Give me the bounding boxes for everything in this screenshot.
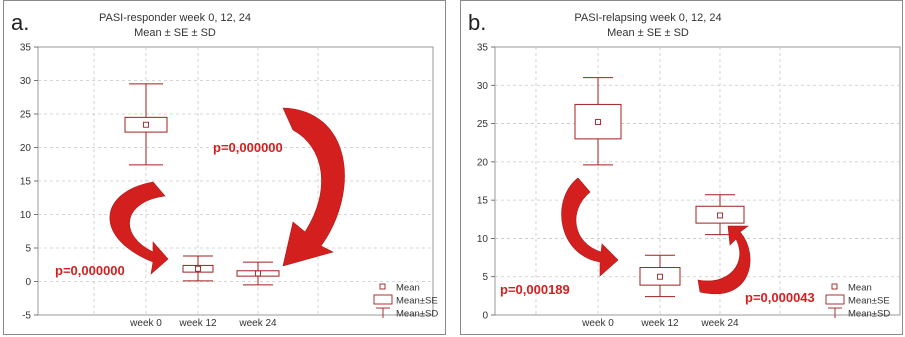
chart-subtitle: Mean ± SE ± SD — [134, 27, 216, 39]
panel-frame — [4, 1, 446, 335]
p-value-annotation: p=0,000043 — [745, 290, 815, 305]
panel-b: 0 5 10 15 20 25 30 35 week 0 week 12 week 24 p=0,00… — [460, 0, 903, 335]
legend-label: Mean±SE — [396, 296, 438, 307]
x-tick-label: week 0 — [129, 318, 162, 329]
y-tick-label: 10 — [20, 210, 32, 221]
y-tick-label: 30 — [477, 81, 489, 92]
legend-mean-marker — [832, 284, 837, 289]
y-tick-label: 10 — [477, 234, 489, 245]
y-tick-label: 20 — [477, 157, 489, 168]
y-tick-label: 15 — [20, 177, 32, 188]
mean-marker — [256, 271, 261, 276]
y-tick-label: 15 — [477, 196, 489, 207]
y-tick-label: 35 — [477, 43, 489, 54]
panel-a: -5 0 5 10 15 20 25 30 35 week 0 week 12 week 24 p=0,… — [3, 0, 446, 335]
y-tick-label: 30 — [20, 76, 32, 87]
y-tick-label: 25 — [477, 119, 489, 130]
chart-a: -5 0 5 10 15 20 25 30 35 week 0 week 12 week 24 p=0,… — [3, 0, 446, 335]
x-tick-label: week 12 — [178, 318, 217, 329]
legend-se-box — [374, 295, 392, 304]
x-tick-label: week 0 — [581, 318, 614, 329]
mean-marker — [196, 266, 201, 271]
chart-title: PASI-responder week 0, 12, 24 — [99, 12, 251, 24]
panel-label: b. — [468, 10, 486, 35]
p-value-annotation: p=0,000000 — [55, 263, 125, 278]
y-tick-label: 5 — [25, 244, 31, 255]
x-tick-label: week 24 — [700, 318, 739, 329]
legend-label: Mean±SD — [848, 309, 890, 320]
mean-marker — [596, 120, 601, 125]
y-tick-label: 25 — [20, 110, 32, 121]
p-value-annotation: p=0,000189 — [500, 282, 570, 297]
legend-label: Mean — [848, 283, 872, 294]
y-tick-label: -5 — [22, 311, 31, 322]
p-value-annotation: p=0,000000 — [213, 140, 283, 155]
mean-marker — [718, 213, 723, 218]
y-tick-label: 0 — [25, 277, 31, 288]
legend-se-box — [826, 295, 844, 304]
mean-marker — [658, 274, 663, 279]
chart-subtitle: Mean ± SE ± SD — [607, 27, 689, 39]
legend-label: Mean — [396, 283, 420, 294]
mean-marker — [144, 122, 149, 127]
legend-mean-marker — [380, 284, 385, 289]
y-tick-label: 35 — [20, 43, 32, 54]
x-tick-label: week 12 — [640, 318, 679, 329]
panel-label: a. — [11, 10, 29, 35]
chart-title: PASI-relapsing week 0, 12, 24 — [574, 12, 721, 24]
x-tick-label: week 24 — [238, 318, 277, 329]
legend-label: Mean±SE — [848, 296, 890, 307]
y-tick-label: 20 — [20, 143, 32, 154]
y-tick-label: 5 — [482, 272, 488, 283]
legend-label: Mean±SD — [396, 309, 438, 320]
y-tick-label: 0 — [482, 311, 488, 322]
chart-b: 0 5 10 15 20 25 30 35 week 0 week 12 week 24 p=0,00… — [460, 0, 903, 335]
